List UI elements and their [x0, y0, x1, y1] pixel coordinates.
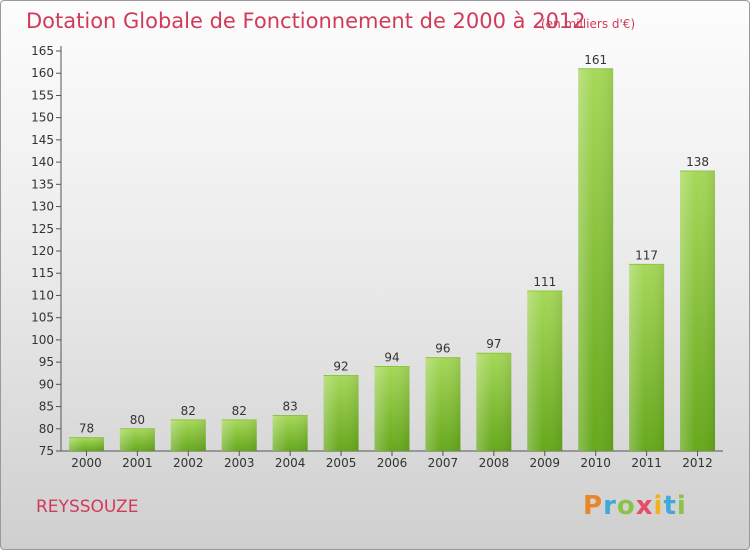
chart-subtitle: (en milliers d'€) — [541, 17, 636, 31]
logo-letter: x — [635, 491, 654, 521]
y-tick-label: 80 — [39, 422, 54, 436]
bar-sheen — [476, 353, 512, 451]
y-tick-label: 130 — [31, 200, 54, 214]
bar-value-label: 138 — [686, 155, 709, 169]
y-tick-label: 75 — [39, 444, 54, 458]
bar-value-label: 94 — [384, 351, 399, 365]
bar-value-label: 82 — [232, 404, 247, 418]
bar-sheen — [629, 264, 665, 451]
x-tick-label: 2001 — [122, 456, 153, 470]
bar-value-label: 82 — [181, 404, 196, 418]
y-tick-label: 120 — [31, 244, 54, 258]
x-tick-label: 2009 — [529, 456, 560, 470]
y-tick-label: 115 — [31, 266, 54, 280]
x-tick-label: 2012 — [682, 456, 713, 470]
bar-value-label: 80 — [130, 413, 145, 427]
logo-letter: i — [676, 491, 687, 521]
x-tick-label: 2002 — [173, 456, 204, 470]
y-tick-label: 155 — [31, 88, 54, 102]
bar-sheen — [425, 357, 461, 451]
commune-name: REYSSOUZE — [36, 497, 139, 517]
bar-value-label: 161 — [584, 53, 607, 67]
y-tick-label: 165 — [31, 44, 54, 58]
y-tick-label: 125 — [31, 222, 54, 236]
bar-sheen — [374, 366, 410, 451]
bar-sheen — [68, 437, 104, 451]
x-tick-label: 2008 — [479, 456, 510, 470]
y-tick-label: 145 — [31, 133, 54, 147]
bar-sheen — [527, 291, 563, 451]
bar-value-label: 92 — [333, 359, 348, 373]
x-tick-label: 2011 — [631, 456, 662, 470]
bar-value-label: 117 — [635, 248, 658, 262]
bar-value-label: 83 — [283, 399, 298, 413]
y-tick-label: 135 — [31, 177, 54, 191]
x-tick-label: 2010 — [580, 456, 611, 470]
y-tick-label: 160 — [31, 66, 54, 80]
y-tick-label: 110 — [31, 288, 54, 302]
proxiti-logo: Proxiti — [583, 491, 687, 521]
bar-sheen — [221, 419, 257, 451]
bar-value-label: 96 — [435, 342, 450, 356]
y-tick-label: 95 — [39, 355, 54, 369]
y-tick-label: 90 — [39, 377, 54, 391]
bar-sheen — [680, 171, 716, 451]
x-tick-label: 2004 — [275, 456, 306, 470]
x-tick-label: 2007 — [428, 456, 459, 470]
bar-sheen — [323, 375, 359, 451]
x-tick-label: 2003 — [224, 456, 255, 470]
logo-letter: o — [616, 491, 636, 521]
y-tick-label: 140 — [31, 155, 54, 169]
logo-letter: P — [583, 491, 604, 521]
y-tick-label: 105 — [31, 311, 54, 325]
bar-value-label: 97 — [486, 337, 501, 351]
y-tick-label: 85 — [39, 400, 54, 414]
y-tick-label: 150 — [31, 111, 54, 125]
bar-value-label: 78 — [79, 422, 94, 436]
bar-sheen — [170, 419, 206, 451]
x-tick-label: 2006 — [377, 456, 408, 470]
bar-sheen — [272, 415, 308, 451]
logo-letter: t — [663, 491, 677, 521]
chart-title: Dotation Globale de Fonctionnement de 20… — [26, 9, 586, 33]
y-tick-label: 100 — [31, 333, 54, 347]
bar-sheen — [578, 68, 614, 452]
logo-letter: r — [603, 491, 617, 521]
bar-sheen — [119, 428, 155, 451]
bar-value-label: 111 — [533, 275, 556, 289]
logo-letter: i — [653, 491, 664, 521]
x-tick-label: 2005 — [326, 456, 357, 470]
x-tick-label: 2000 — [71, 456, 102, 470]
